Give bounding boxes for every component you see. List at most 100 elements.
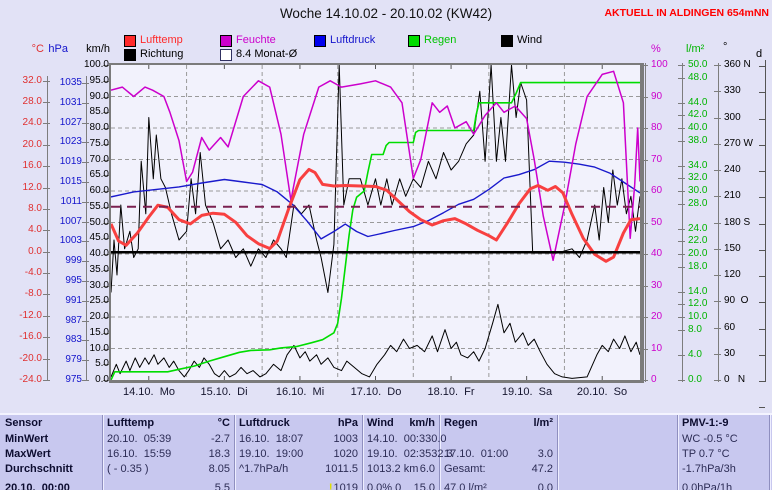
pressure-tick bbox=[82, 83, 89, 84]
cell-left: ( - 0.35 ) bbox=[107, 463, 149, 475]
percent-tick bbox=[641, 191, 648, 192]
unit-celsius: °C bbox=[31, 43, 44, 55]
rain-tick-label: 18.0 bbox=[688, 261, 708, 272]
percent-tick bbox=[641, 349, 648, 350]
rain-tick bbox=[678, 254, 685, 255]
pressure-tick bbox=[82, 123, 89, 124]
direction-tick-label: 150 bbox=[724, 243, 741, 254]
pressure-tick bbox=[82, 162, 89, 163]
legend-label: Regen bbox=[424, 34, 457, 46]
direction-tick-label: 270 W bbox=[724, 138, 753, 149]
percent-tick-label: 50 bbox=[651, 217, 663, 228]
cell-left: PMV-1:-9 bbox=[682, 417, 729, 429]
cell-value: 32.3 bbox=[431, 448, 453, 460]
rain-tick-label: 4.0 bbox=[688, 349, 702, 360]
rain-tick-label: 28.0 bbox=[688, 198, 708, 209]
table-cell: 16.10. 18:07 1003 bbox=[239, 432, 358, 446]
table-cell: WC -0.5 °C bbox=[682, 432, 766, 446]
rain-tick-label: 10.0 bbox=[688, 311, 708, 322]
windspeed-tick bbox=[103, 81, 110, 82]
direction-tick bbox=[714, 196, 721, 197]
legend-swatch-luftdruck bbox=[314, 35, 326, 47]
percent-tick bbox=[641, 286, 648, 287]
windspeed-tick-label: 100.0 bbox=[83, 59, 109, 70]
cell-left: 20.10. 05:39 bbox=[107, 433, 172, 445]
legend-label: 8.4 Monat-Ø bbox=[236, 48, 298, 60]
windspeed-tick bbox=[103, 364, 110, 365]
rain-tick bbox=[678, 267, 685, 268]
station-alert-text: AKTUELL IN ALDINGEN 654mNN bbox=[604, 7, 769, 19]
temp-tick bbox=[43, 316, 50, 317]
partial-right-axis-tick bbox=[759, 119, 765, 120]
cell-value: km/h bbox=[409, 417, 435, 429]
windspeed-tick-label: 55.0 bbox=[89, 201, 109, 212]
summary-table: Sensor Lufttemp °C Luftdruck hPa Wind km/h Rege… bbox=[0, 413, 772, 490]
temp-tick-label: -24.0 bbox=[19, 374, 42, 385]
direction-tick-label: 120 bbox=[724, 269, 741, 280]
cell-left: 47.0 l/m² bbox=[444, 482, 487, 490]
temp-tick-label: 24.0 bbox=[22, 117, 42, 128]
partial-right-axis-tick bbox=[759, 381, 765, 382]
direction-axis-line bbox=[718, 63, 719, 382]
windspeed-tick-label: 80.0 bbox=[89, 122, 109, 133]
table-cell: Lufttemp °C bbox=[107, 416, 230, 430]
rain-tick-label: 38.0 bbox=[688, 135, 708, 146]
windspeed-tick bbox=[103, 333, 110, 334]
table-column-separator bbox=[439, 415, 440, 490]
legend-swatch-lufttemp bbox=[124, 35, 136, 47]
temp-tick bbox=[43, 209, 50, 210]
windspeed-tick bbox=[103, 128, 110, 129]
rain-tick-label: 14.0 bbox=[688, 286, 708, 297]
temp-tick bbox=[43, 380, 50, 381]
table-cell: PMV-1:-9 bbox=[682, 416, 766, 430]
temp-tick-label: 8.0 bbox=[28, 203, 42, 214]
percent-tick-label: 10 bbox=[651, 343, 663, 354]
x-axis-label: 15.10. Di bbox=[200, 386, 248, 398]
temp-tick-label: 20.0 bbox=[22, 139, 42, 150]
rain-tick bbox=[678, 78, 685, 79]
series-richtung bbox=[111, 65, 640, 293]
percent-axis-line bbox=[645, 63, 646, 382]
pressure-tick bbox=[82, 103, 89, 104]
rain-tick-label: 32.0 bbox=[688, 172, 708, 183]
cell-value: 8.05 bbox=[208, 463, 230, 475]
pressure-tick bbox=[82, 202, 89, 203]
cell-value: l/m² bbox=[533, 417, 553, 429]
series-feuchte bbox=[111, 70, 640, 262]
percent-tick bbox=[641, 317, 648, 318]
partial-right-axis-tick bbox=[759, 145, 765, 146]
temp-axis-line bbox=[47, 76, 48, 381]
partial-right-axis-tick bbox=[759, 224, 765, 225]
pressure-tick-label: 979 bbox=[65, 354, 82, 365]
direction-tick-label: 180 S bbox=[724, 217, 751, 228]
percent-tick bbox=[641, 380, 648, 381]
table-cell: 0.0hPa/1h bbox=[682, 481, 766, 490]
percent-tick bbox=[641, 128, 648, 129]
rain-tick-label: 34.0 bbox=[688, 160, 708, 171]
windspeed-tick-label: 30.0 bbox=[89, 280, 109, 291]
table-cell: 47.0 l/m² 0.0 bbox=[444, 481, 553, 490]
table-cell bbox=[562, 481, 673, 490]
pressure-tick bbox=[82, 142, 89, 143]
rain-tick-label: 44.0 bbox=[688, 97, 708, 108]
pressure-tick bbox=[82, 222, 89, 223]
unit-lm2: l/m² bbox=[686, 43, 705, 55]
percent-tick bbox=[641, 254, 648, 255]
table-column-separator bbox=[677, 415, 678, 490]
windspeed-tick-label: 50.0 bbox=[89, 217, 109, 228]
windspeed-tick-label: 35.0 bbox=[89, 264, 109, 275]
warning-marker: ! bbox=[328, 482, 333, 490]
temp-tick bbox=[43, 81, 50, 82]
pressure-tick bbox=[82, 380, 89, 381]
percent-tick-label: 100 bbox=[651, 59, 668, 70]
temp-tick bbox=[43, 230, 50, 231]
temp-tick-label: -16.0 bbox=[19, 331, 42, 342]
windspeed-tick bbox=[103, 97, 110, 98]
table-cell: !1019 bbox=[239, 481, 358, 490]
windspeed-tick bbox=[103, 144, 110, 145]
table-cell: Luftdruck hPa bbox=[239, 416, 358, 430]
pressure-tick-label: 1023 bbox=[59, 136, 82, 147]
pressure-tick bbox=[82, 182, 89, 183]
cell-value: 5.5 bbox=[214, 482, 230, 490]
cell-left: ^1.7hPa/h bbox=[239, 463, 289, 475]
